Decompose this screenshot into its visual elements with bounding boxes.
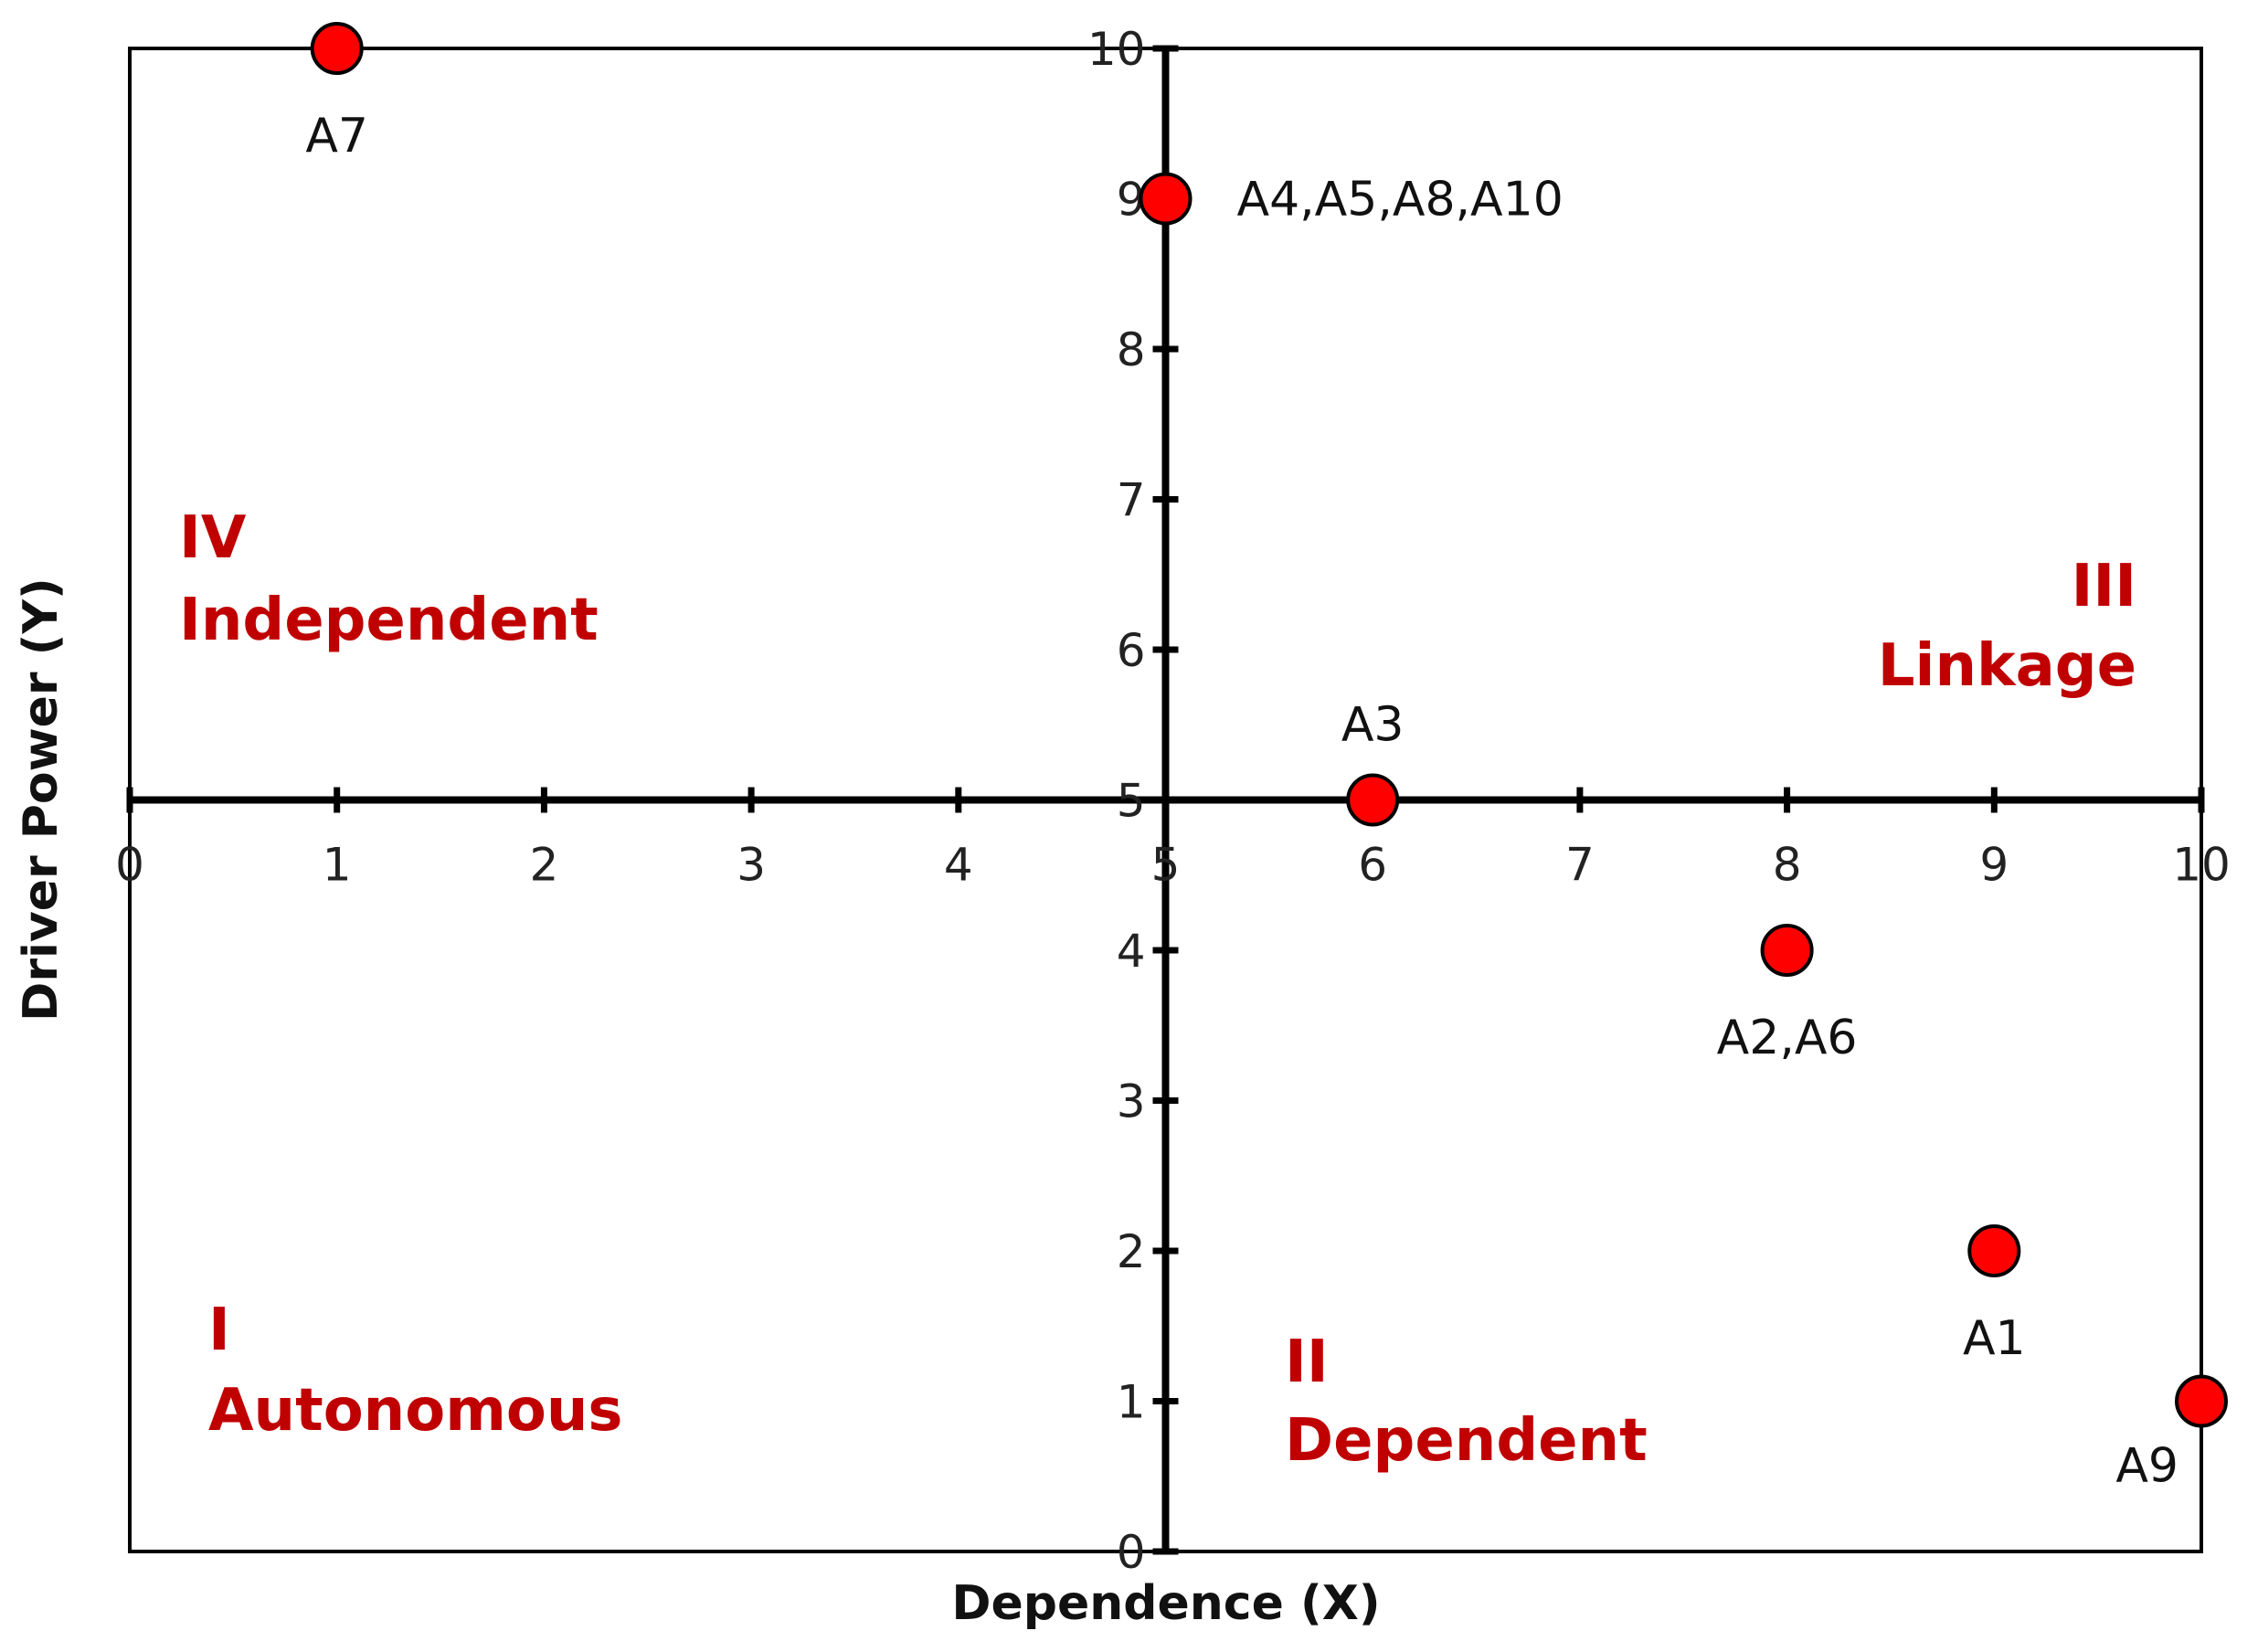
x-tick-label: 7 bbox=[1565, 839, 1595, 892]
quadrant-numeral: II bbox=[1285, 1329, 1329, 1396]
y-tick-label: 2 bbox=[1117, 1225, 1146, 1278]
y-axis-title: Driver Power (Y) bbox=[14, 577, 69, 1022]
x-tick-label: 1 bbox=[323, 839, 352, 892]
quadrant-numeral: IV bbox=[179, 504, 247, 572]
x-tick-label: 6 bbox=[1358, 839, 1387, 892]
x-tick-label: 4 bbox=[944, 839, 973, 892]
x-tick-label: 2 bbox=[529, 839, 558, 892]
y-tick-label: 10 bbox=[1087, 23, 1146, 76]
data-point-label: A9 bbox=[2115, 1439, 2178, 1494]
quadrant-name: Dependent bbox=[1285, 1407, 1648, 1475]
quadrant-numeral: I bbox=[208, 1297, 230, 1364]
quadrant-name: Autonomous bbox=[208, 1377, 623, 1445]
quadrant-labels: IV Independent III Linkage I Autonomous II Depe… bbox=[179, 504, 2136, 1475]
quadrant-numeral: III bbox=[2072, 553, 2136, 620]
y-tick-label: 3 bbox=[1117, 1075, 1146, 1128]
data-point-marker bbox=[1139, 172, 1193, 226]
x-tick-label: 9 bbox=[1979, 839, 2009, 892]
y-tick-label: 1 bbox=[1117, 1376, 1146, 1429]
data-point-marker bbox=[1346, 773, 1400, 827]
x-tick-label: 3 bbox=[737, 839, 766, 892]
data-point-label: A7 bbox=[305, 109, 368, 164]
data-point-label: A1 bbox=[1963, 1311, 2026, 1366]
x-tick-label: 10 bbox=[2172, 839, 2231, 892]
x-axis-ticks: 0 1 2 3 4 5 6 7 8 9 10 bbox=[115, 787, 2231, 892]
data-point-marker bbox=[1967, 1224, 2021, 1277]
x-tick-label: 8 bbox=[1773, 839, 1802, 892]
data-point-label: A3 bbox=[1341, 698, 1405, 753]
y-tick-label: 8 bbox=[1117, 323, 1146, 376]
y-tick-label: 0 bbox=[1117, 1526, 1146, 1579]
x-tick-label: 5 bbox=[1151, 839, 1181, 892]
y-tick-label: 4 bbox=[1117, 925, 1146, 978]
x-axis-title: Dependence (X) bbox=[951, 1576, 1380, 1631]
data-point-marker bbox=[1760, 924, 1814, 977]
data-point-label: A2,A6 bbox=[1717, 1011, 1858, 1065]
quadrant-name: Independent bbox=[179, 587, 599, 654]
data-point-marker bbox=[310, 22, 364, 75]
data-point-label: A4,A5,A8,A10 bbox=[1237, 173, 1564, 228]
y-tick-label: 5 bbox=[1117, 775, 1146, 828]
y-tick-label: 6 bbox=[1117, 624, 1146, 677]
y-tick-label: 7 bbox=[1117, 474, 1146, 527]
data-points: A7 A4,A5,A8,A10 A3 A2,A6 A1 A9 bbox=[305, 22, 2228, 1494]
x-tick-label: 0 bbox=[115, 839, 144, 892]
data-point-marker bbox=[2175, 1374, 2228, 1428]
quadrant-name: Linkage bbox=[1878, 632, 2136, 700]
